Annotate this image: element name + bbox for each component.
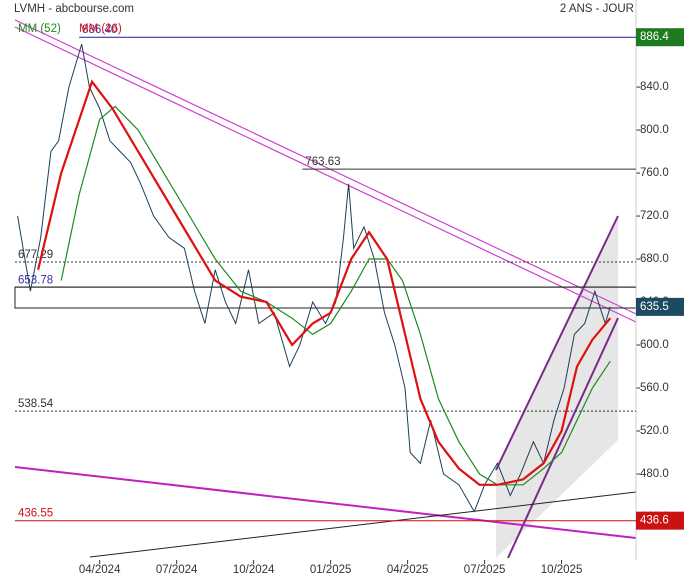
level-label: 886.40 — [82, 24, 117, 36]
level-label: 677.29 — [18, 249, 53, 261]
y-tick-label: 840.0 — [640, 81, 669, 93]
chart-title: LVMH - abcbourse.com — [14, 3, 134, 15]
y-tick-label: 520.0 — [640, 425, 669, 437]
price-badge — [636, 297, 684, 316]
x-tick-label: 01/2025 — [310, 564, 352, 576]
level-label: 763.63 — [305, 156, 340, 168]
x-tick-label: 10/2025 — [541, 564, 583, 576]
level-label: 538.54 — [18, 398, 54, 410]
x-tick-label: 04/2025 — [387, 564, 429, 576]
channel-line — [507, 317, 619, 559]
level-label: 436.55 — [18, 508, 53, 520]
legend-label: MM (52) — [18, 23, 61, 35]
legend-label: MM (26) — [79, 23, 122, 35]
y-tick-label: 760.0 — [640, 167, 669, 179]
chart-subtitle: 2 ANS - JOUR — [560, 3, 634, 15]
y-tick-label: 600.0 — [640, 339, 669, 351]
x-tick-label: 07/2024 — [156, 564, 198, 576]
x-tick-label: 07/2025 — [464, 564, 506, 576]
channel-line — [495, 215, 619, 471]
trendline — [14, 26, 637, 323]
range-box — [14, 286, 637, 309]
price-badge — [636, 28, 684, 47]
moving-average — [60, 105, 611, 486]
moving-average — [37, 79, 612, 486]
trendline — [89, 491, 637, 558]
x-tick-label: 04/2024 — [79, 564, 121, 576]
y-tick-label: 680.0 — [640, 253, 669, 265]
level-label: 653.78 — [18, 274, 53, 286]
y-tick-label: 800.0 — [640, 124, 669, 136]
price-badge-label: 886.4 — [640, 31, 669, 43]
channel-area — [496, 216, 618, 558]
price-badge — [636, 511, 684, 530]
y-tick-label: 560.0 — [640, 382, 669, 394]
y-tick-label: 480.0 — [640, 468, 669, 480]
trendline — [14, 19, 637, 315]
plot-area: 440.0480.0520.0560.0600.0640.0680.0720.0… — [15, 0, 684, 576]
price-badge-label: 436.6 — [640, 515, 669, 527]
price-badge-label: 635.5 — [640, 301, 669, 313]
x-tick-label: 10/2024 — [233, 564, 275, 576]
trendline — [14, 466, 637, 539]
y-tick-label: 720.0 — [640, 210, 669, 222]
